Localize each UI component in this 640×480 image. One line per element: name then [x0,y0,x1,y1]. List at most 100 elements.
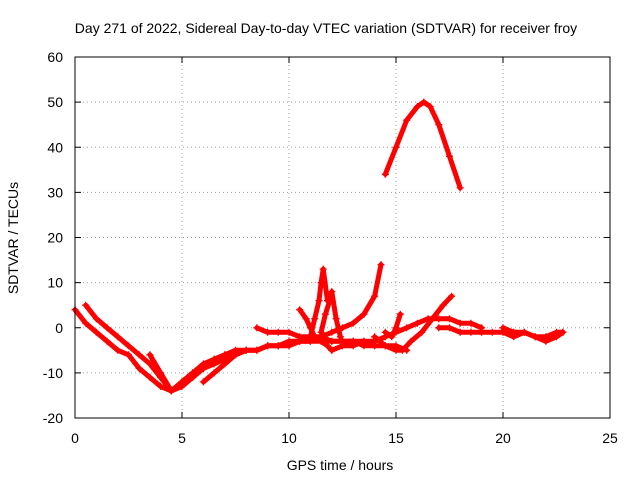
data-point [302,315,310,323]
data-point [253,346,261,354]
data-point [392,346,400,354]
data-point [146,360,154,368]
y-tick-label: 0 [55,320,63,336]
data-point [339,342,346,350]
series-arc-13 [381,310,404,341]
data-point [392,143,400,151]
x-tick-label: 10 [281,430,297,446]
y-tick-label: -20 [43,410,63,426]
data-point [446,324,453,332]
data-point [296,306,304,314]
data-point [135,351,143,359]
y-tick-label: 30 [47,184,63,200]
data-point [321,310,329,318]
x-tick-label: 15 [388,430,404,446]
data-point [125,351,132,359]
data-point [167,387,175,395]
data-point [531,333,539,341]
data-point [332,315,340,323]
series-arc-4 [199,337,411,386]
data-point [456,319,464,327]
y-tick-label: 60 [47,49,63,65]
data-point [467,319,475,327]
data-point [199,378,207,386]
data-point [559,328,567,336]
data-point [467,328,475,336]
data-point [326,297,334,305]
chart-title: Day 271 of 2022, Sidereal Day-to-day VTE… [75,20,577,36]
y-tick-label: -10 [43,365,63,381]
data-point [456,184,464,192]
series-arc-15 [499,324,567,345]
y-tick-label: 10 [47,275,63,291]
data-point [377,261,385,269]
data-point [542,337,550,345]
x-tick-label: 5 [178,430,186,446]
data-point [178,378,186,386]
data-point [317,279,325,287]
y-tick-label: 50 [47,94,63,110]
grid [75,57,610,418]
data-point [264,328,272,336]
data-point [103,324,111,332]
series-line [307,266,330,340]
data-point [446,315,453,323]
series-line [147,338,313,394]
data-point [82,319,90,327]
data-point [435,324,443,332]
series-arc-9 [317,261,385,341]
data-point [520,328,528,336]
data-point [336,333,344,341]
data-point [398,346,406,354]
data-point [349,342,357,350]
data-point [232,351,239,359]
data-point [114,333,122,341]
data-point [242,346,250,354]
data-point [553,333,560,341]
data-point [407,337,415,345]
data-point [413,319,421,327]
data-point [448,292,456,300]
y-axis-label: SDTVAR / TECUs [5,182,21,294]
data-point [285,328,293,336]
data-point [328,328,336,336]
data-point [253,324,261,332]
data-point [478,328,486,336]
y-tick-label: 20 [47,230,63,246]
data-point [103,337,111,345]
data-point [306,333,314,341]
data-point [339,324,346,332]
data-point [274,342,282,350]
data-point [413,103,421,111]
series-arc-7 [306,265,331,341]
data-point [403,324,411,332]
data-point [157,369,165,377]
data-point [396,310,404,318]
data-point [146,351,154,359]
data-point [371,292,379,300]
data-point [381,342,389,350]
data-point [439,301,447,309]
data-point [360,337,368,345]
data-point [381,328,389,336]
data-point [210,360,218,368]
data-point [285,342,293,350]
data-point [125,342,132,350]
data-point [388,333,396,341]
data-point [381,170,389,178]
data-point [319,265,327,273]
data-point [264,342,272,350]
series-arc-8 [317,288,344,341]
data-point [435,121,443,129]
data-point [311,315,319,323]
data-point [371,333,379,341]
data-series-group [71,98,567,395]
data-point [135,364,143,372]
data-point [418,328,426,336]
axis-ticks: 0 5 10 15 20 25 -20 -10 0 10 20 30 40 50 60 [43,49,618,446]
data-point [392,324,400,332]
data-point [189,369,197,377]
data-point [317,333,325,341]
data-point [435,315,443,323]
